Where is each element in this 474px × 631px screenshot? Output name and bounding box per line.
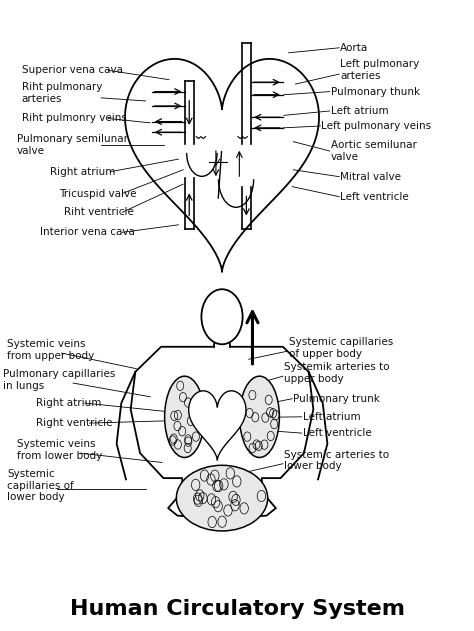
Ellipse shape (164, 376, 204, 457)
Text: Left ventricle: Left ventricle (302, 428, 371, 438)
Text: Pulmonary trunk: Pulmonary trunk (293, 394, 380, 404)
Text: Riht pulmonry veins: Riht pulmonry veins (21, 114, 127, 124)
Text: Mitral valve: Mitral valve (340, 172, 401, 182)
Text: Human Circulatory System: Human Circulatory System (70, 599, 404, 620)
Polygon shape (125, 59, 319, 272)
Text: Aortic semilunar
valve: Aortic semilunar valve (331, 140, 417, 162)
Text: Left ventricle: Left ventricle (340, 192, 409, 202)
Text: Pulmonary thunk: Pulmonary thunk (331, 86, 420, 97)
Text: Tricuspid valve: Tricuspid valve (59, 189, 137, 199)
Text: Interior vena cava: Interior vena cava (40, 227, 135, 237)
Text: Pulmonary semilunar
valve: Pulmonary semilunar valve (17, 134, 128, 156)
Polygon shape (189, 391, 246, 460)
Text: Left pulmonary veins: Left pulmonary veins (321, 121, 431, 131)
Text: Systemic veins
from upper body: Systemic veins from upper body (8, 339, 95, 361)
Text: Left atrium: Left atrium (331, 106, 388, 116)
Text: Systemic
capillaries of
lower body: Systemic capillaries of lower body (8, 469, 74, 502)
Text: Right atrium: Right atrium (36, 398, 101, 408)
Text: Pulmonary capillaries
in lungs: Pulmonary capillaries in lungs (3, 369, 115, 391)
Text: Systemic veins
from lower body: Systemic veins from lower body (17, 439, 102, 461)
Text: Left pulmonary
arteries: Left pulmonary arteries (340, 59, 419, 81)
Text: Right ventricle: Right ventricle (36, 418, 112, 428)
Ellipse shape (239, 376, 279, 457)
Text: Systemic capillaries
of upper body: Systemic capillaries of upper body (289, 337, 393, 359)
Ellipse shape (176, 465, 268, 531)
Text: Superior vena cava: Superior vena cava (21, 66, 122, 75)
Text: Right atrium: Right atrium (50, 167, 115, 177)
Text: Riht ventricle: Riht ventricle (64, 208, 134, 217)
Text: Aorta: Aorta (340, 43, 368, 53)
Text: Left atrium: Left atrium (302, 412, 360, 422)
Text: Systemic arteries to
lower body: Systemic arteries to lower body (284, 450, 389, 471)
Text: Systemik arteries to
upper body: Systemik arteries to upper body (284, 362, 389, 384)
Text: Riht pulmonary
arteries: Riht pulmonary arteries (21, 82, 102, 103)
